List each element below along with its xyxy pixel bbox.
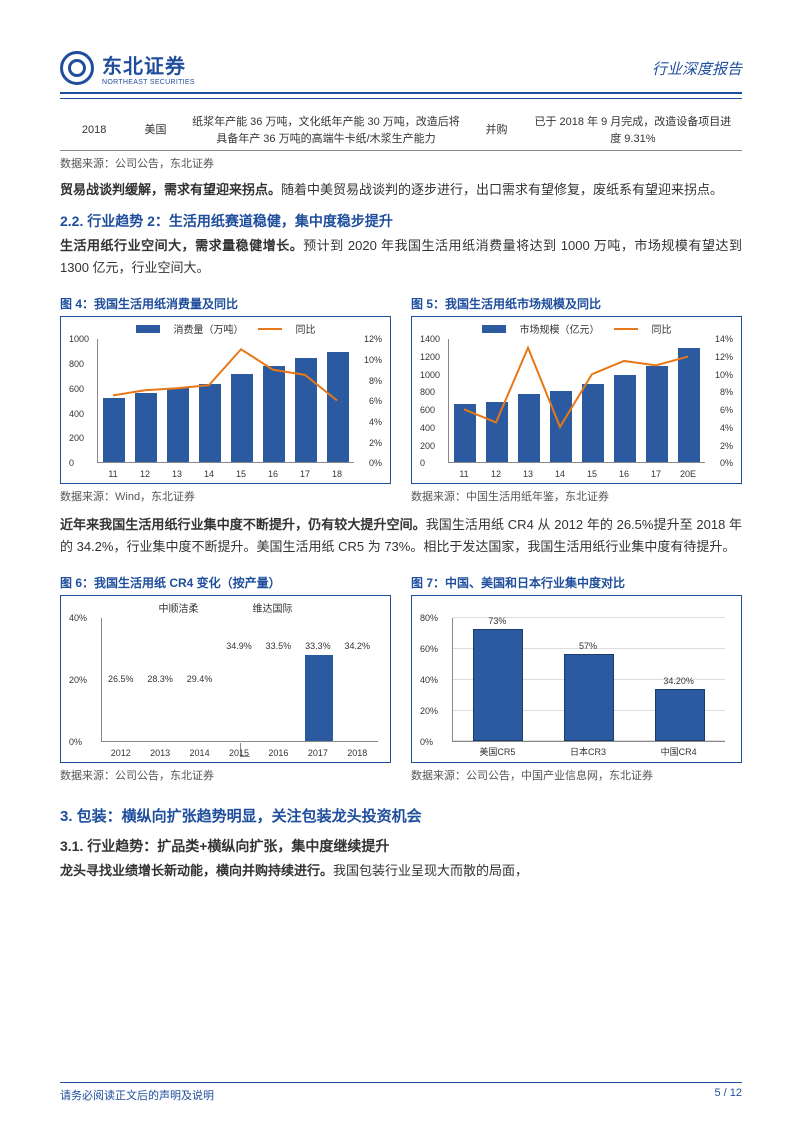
doc-type: 行业深度报告 (652, 58, 742, 79)
para-bold: 近年来我国生活用纸行业集中度不断提升，仍有较大提升空间。 (60, 517, 426, 532)
fig5-title: 图 5：我国生活用纸市场规模及同比 (411, 295, 742, 312)
fig4-chart: 消费量（万吨）同比020040060080010000%2%4%6%8%10%1… (67, 321, 384, 481)
section-heading-31: 3.1. 行业趋势：扩品类+横纵向扩张，集中度继续提升 (60, 836, 742, 856)
para-bold: 龙头寻找业绩增长新动能，横向并购持续进行。 (60, 863, 333, 878)
footer-disclaimer: 请务必阅读正文后的声明及说明 (60, 1087, 214, 1103)
section-heading-22: 2.2. 行业趋势 2：生活用纸赛道稳健，集中度稳步提升 (60, 211, 742, 231)
fig6-chart: 中顺洁柔维达国际0%20%40%201226.5%201328.3%201429… (67, 600, 384, 760)
para-bold: 生活用纸行业空间大，需求量稳健增长。 (60, 238, 303, 253)
section-heading-3: 3. 包装：横纵向扩张趋势明显，关注包装龙头投资机会 (60, 805, 742, 826)
paragraph: 生活用纸行业空间大，需求量稳健增长。预计到 2020 年我国生活用纸消费量将达到… (60, 235, 742, 279)
fig7-source: 数据来源：公司公告，中国产业信息网，东北证券 (411, 767, 742, 783)
fig4-title: 图 4：我国生活用纸消费量及同比 (60, 295, 391, 312)
fig5-source: 数据来源：中国生活用纸年鉴，东北证券 (411, 488, 742, 504)
para-bold: 贸易战谈判缓解，需求有望迎来拐点。 (60, 182, 281, 197)
paragraph: 龙头寻找业绩增长新动能，横向并购持续进行。我国包装行业呈现大而散的局面， (60, 860, 742, 882)
page-header: 东北证券 NORTHEAST SECURITIES 行业深度报告 (60, 50, 742, 94)
logo-icon (60, 51, 94, 85)
logo-text-cn: 东北证券 (102, 50, 195, 79)
table-cell: 并购 (469, 111, 524, 151)
logo-text-en: NORTHEAST SECURITIES (102, 79, 195, 86)
fig6-title: 图 6：我国生活用纸 CR4 变化（按产量） (60, 574, 391, 591)
fig7-title: 图 7：中国、美国和日本行业集中度对比 (411, 574, 742, 591)
logo: 东北证券 NORTHEAST SECURITIES (60, 50, 195, 86)
para-text: 随着中美贸易战谈判的逐步进行，出口需求有望修复，废纸系有望迎来拐点。 (281, 182, 723, 197)
paragraph: 近年来我国生活用纸行业集中度不断提升，仍有较大提升空间。我国生活用纸 CR4 从… (60, 514, 742, 558)
fig4-source: 数据来源：Wind，东北证券 (60, 488, 391, 504)
fig7-chart: 0%20%40%60%80%美国CR573%日本CR357%中国CR434.20… (418, 600, 735, 760)
table-cell: 已于 2018 年 9 月完成，改造设备项目进度 9.31% (524, 111, 742, 151)
table-cell: 美国 (128, 111, 183, 151)
footer-page-num: 5 / 12 (714, 1087, 742, 1103)
para-text: 我国包装行业呈现大而散的局面， (333, 863, 528, 878)
table-cell: 纸浆年产能 36 万吨，文化纸年产能 30 万吨，改造后将具备年产 36 万吨的… (183, 111, 469, 151)
acquisition-table: 2018 美国 纸浆年产能 36 万吨，文化纸年产能 30 万吨，改造后将具备年… (60, 111, 742, 151)
paragraph: 贸易战谈判缓解，需求有望迎来拐点。随着中美贸易战谈判的逐步进行，出口需求有望修复… (60, 179, 742, 201)
table-cell: 2018 (60, 111, 128, 151)
fig6-source: 数据来源：公司公告，东北证券 (60, 767, 391, 783)
fig5-chart: 市场规模（亿元）同比02004006008001000120014000%2%4… (418, 321, 735, 481)
page-footer: 请务必阅读正文后的声明及说明 5 / 12 (60, 1082, 742, 1103)
table-source: 数据来源：公司公告，东北证券 (60, 155, 742, 171)
